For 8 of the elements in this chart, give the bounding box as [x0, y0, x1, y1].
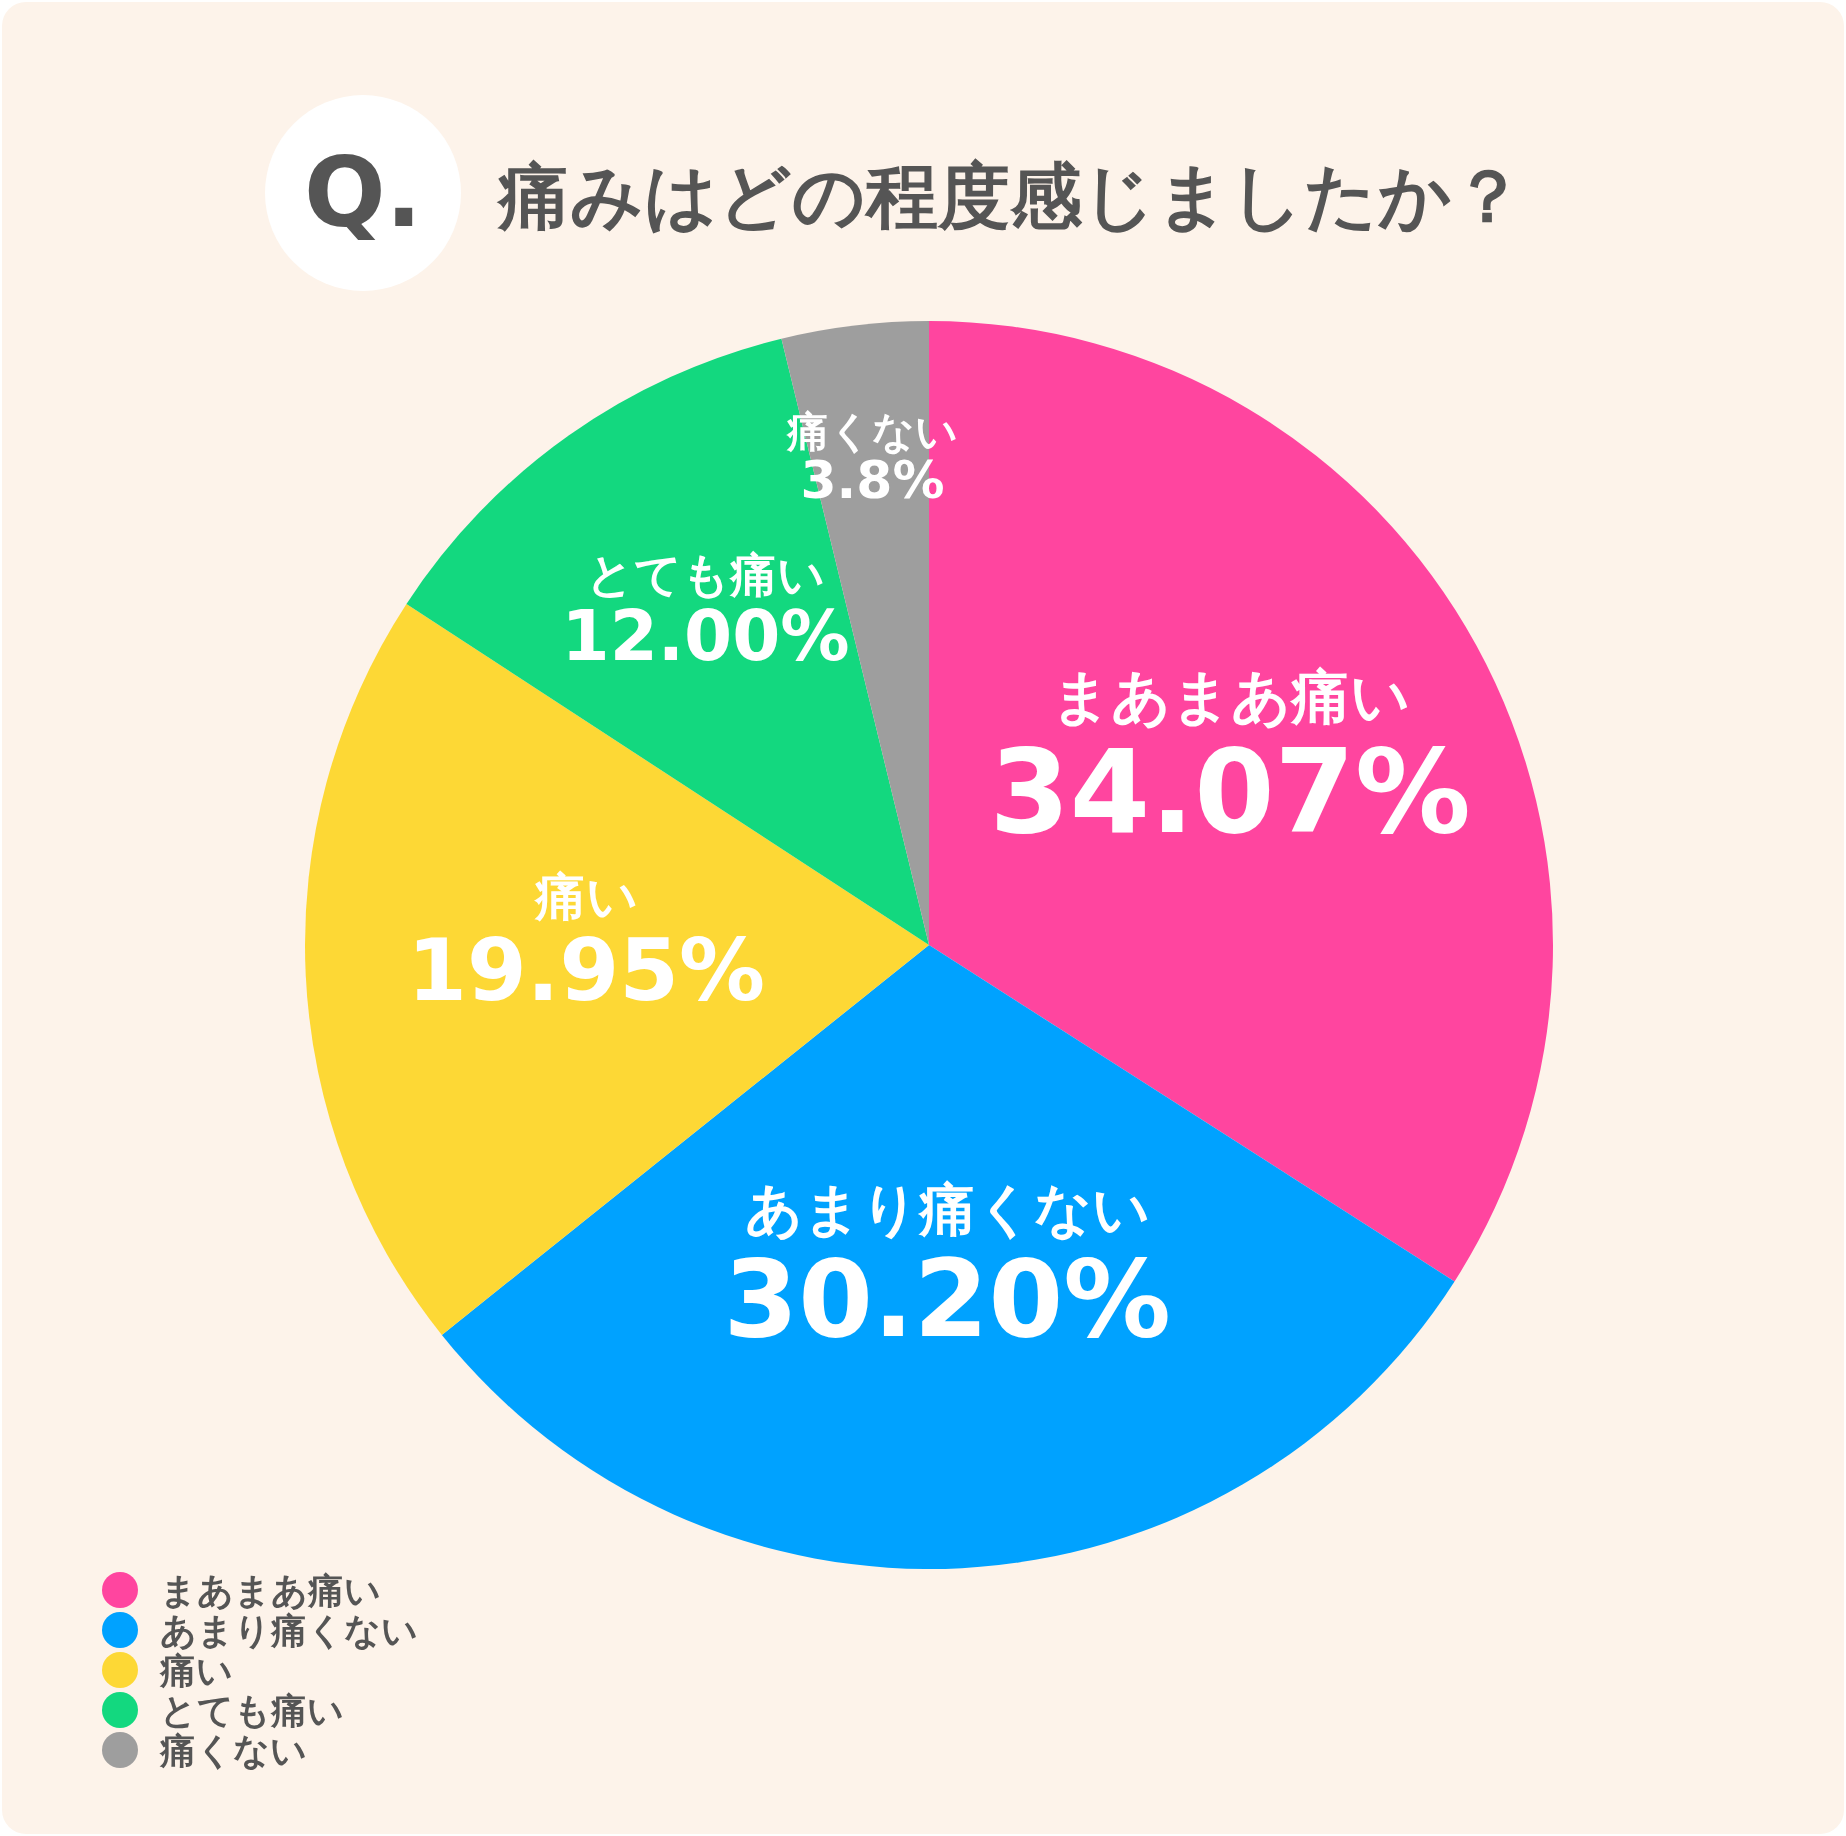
text: Q.	[303, 137, 423, 249]
legend-label: とても痛い	[160, 1689, 344, 1731]
legend-label: あまり痛くない	[160, 1609, 418, 1651]
legend-label: 痛くない	[159, 1729, 307, 1771]
legend-label: まあまあ痛い	[160, 1569, 381, 1611]
legend-label: 痛い	[159, 1649, 233, 1691]
slice-label: 痛い	[533, 867, 638, 927]
chart-title: 痛みはどの程度感じましたか？	[496, 154, 1524, 238]
